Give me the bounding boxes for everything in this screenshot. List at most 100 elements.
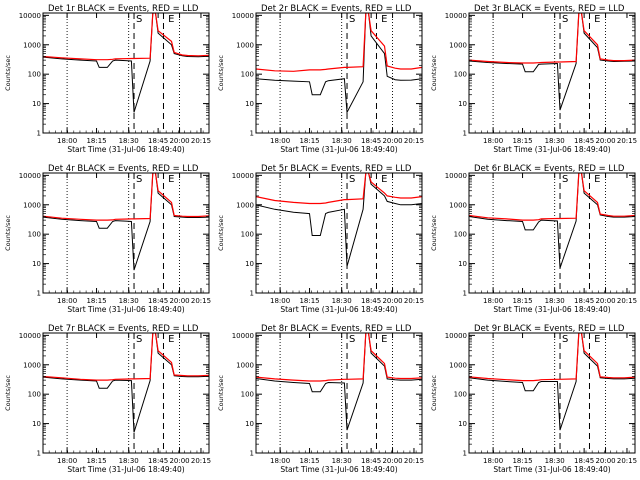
y-axis-label: Counts/sec (4, 375, 12, 411)
chart-title: Det 5r BLACK = Events, RED = LLD (261, 164, 412, 174)
y-axis-label: Counts/sec (430, 215, 438, 251)
x-tick-label: 20:00 (382, 457, 402, 465)
x-tick-label: 20:15 (191, 457, 211, 465)
series-group (469, 13, 635, 111)
chart-title: Det 9r BLACK = Events, RED = LLD (474, 324, 625, 334)
x-tick-label: 20:15 (617, 297, 637, 305)
x-axis-label: Start Time (31-Jul-06 18:49:40) (280, 465, 397, 474)
x-tick-label: 18:45 (361, 137, 381, 145)
marker-end-label: E (381, 174, 387, 185)
series-line-lld (43, 13, 209, 61)
y-tick-label: 1000 (23, 201, 41, 209)
series-line-lld (256, 173, 422, 205)
y-tick-label: 100 (454, 391, 467, 399)
y-tick-label: 1 (463, 450, 467, 458)
x-tick-label: 20:00 (169, 297, 189, 305)
x-axis-label: Start Time (31-Jul-06 18:49:40) (493, 145, 610, 154)
x-tick-label: 20:15 (617, 457, 637, 465)
y-tick-label: 10 (458, 260, 467, 268)
y-tick-label: 100 (241, 231, 254, 239)
x-tick-label: 18:45 (574, 457, 594, 465)
plot-frame (468, 332, 636, 454)
x-tick-label: 18:45 (574, 137, 594, 145)
x-tick-label: 18:30 (119, 457, 139, 465)
y-tick-label: 100 (28, 231, 41, 239)
x-tick-label: 18:30 (332, 137, 352, 145)
y-tick-label: 1000 (236, 201, 254, 209)
x-tick-label: 18:15 (512, 137, 532, 145)
x-axis-label: Start Time (31-Jul-06 18:49:40) (67, 305, 184, 314)
x-tick-label: 20:00 (169, 457, 189, 465)
series-line-events (469, 173, 635, 269)
x-tick-label: 18:15 (299, 457, 319, 465)
y-tick-label: 10000 (445, 12, 467, 20)
y-tick-label: 10000 (232, 12, 254, 20)
x-tick-label: 18:45 (148, 457, 168, 465)
y-tick-label: 10 (245, 100, 254, 108)
x-tick-label: 18:45 (148, 297, 168, 305)
y-tick-label: 10 (32, 260, 41, 268)
chart-title: Det 7r BLACK = Events, RED = LLD (48, 324, 199, 334)
series-group (469, 173, 635, 269)
series-line-lld (43, 173, 209, 221)
plot-frame (468, 172, 636, 294)
marker-end-label: E (381, 334, 387, 345)
series-line-events (256, 13, 422, 115)
chart-title: Det 3r BLACK = Events, RED = LLD (474, 4, 625, 14)
y-tick-label: 100 (454, 71, 467, 79)
y-tick-label: 10000 (232, 172, 254, 180)
y-tick-label: 1000 (449, 361, 467, 369)
y-tick-label: 1 (250, 130, 254, 138)
x-axis-label: Start Time (31-Jul-06 18:49:40) (280, 305, 397, 314)
series-group (469, 333, 635, 431)
x-tick-label: 18:30 (545, 137, 565, 145)
x-tick-label: 20:15 (191, 137, 211, 145)
y-tick-label: 10000 (445, 172, 467, 180)
marker-start-label: S (136, 334, 142, 345)
x-tick-label: 20:00 (595, 457, 615, 465)
series-line-events (43, 333, 209, 433)
y-tick-label: 10 (458, 420, 467, 428)
x-tick-label: 18:00 (270, 137, 290, 145)
marker-start-label: S (349, 14, 355, 25)
y-tick-label: 10 (245, 420, 254, 428)
marker-start-label: S (349, 334, 355, 345)
y-tick-label: 1 (463, 290, 467, 298)
series-line-events (469, 333, 635, 431)
plot-frame (468, 12, 636, 134)
series-line-events (43, 173, 209, 271)
x-tick-label: 18:15 (512, 297, 532, 305)
marker-end-label: E (168, 174, 174, 185)
marker-start-label: S (562, 14, 568, 25)
x-tick-label: 20:00 (595, 137, 615, 145)
y-tick-label: 1000 (236, 41, 254, 49)
series-group (43, 13, 209, 113)
series-line-events (43, 13, 209, 113)
y-tick-label: 1000 (449, 41, 467, 49)
plot-frame (255, 12, 423, 134)
series-group (256, 173, 422, 267)
marker-end-label: E (168, 334, 174, 345)
marker-start-label: S (349, 174, 355, 185)
series-line-lld (469, 333, 635, 382)
y-tick-label: 1 (37, 450, 41, 458)
x-tick-label: 18:15 (299, 297, 319, 305)
series-group (43, 333, 209, 433)
x-tick-label: 18:00 (57, 137, 77, 145)
series-line-lld (256, 333, 422, 382)
y-tick-label: 10000 (19, 172, 41, 180)
x-tick-label: 20:15 (404, 297, 424, 305)
y-tick-label: 10 (32, 420, 41, 428)
x-axis-label: Start Time (31-Jul-06 18:49:40) (67, 145, 184, 154)
x-tick-label: 18:15 (86, 137, 106, 145)
y-axis-label: Counts/sec (217, 375, 225, 411)
chart-title: Det 4r BLACK = Events, RED = LLD (48, 164, 199, 174)
x-axis-label: Start Time (31-Jul-06 18:49:40) (493, 465, 610, 474)
plot-frame (42, 12, 210, 134)
x-tick-label: 18:45 (361, 297, 381, 305)
marker-end-label: E (168, 14, 174, 25)
